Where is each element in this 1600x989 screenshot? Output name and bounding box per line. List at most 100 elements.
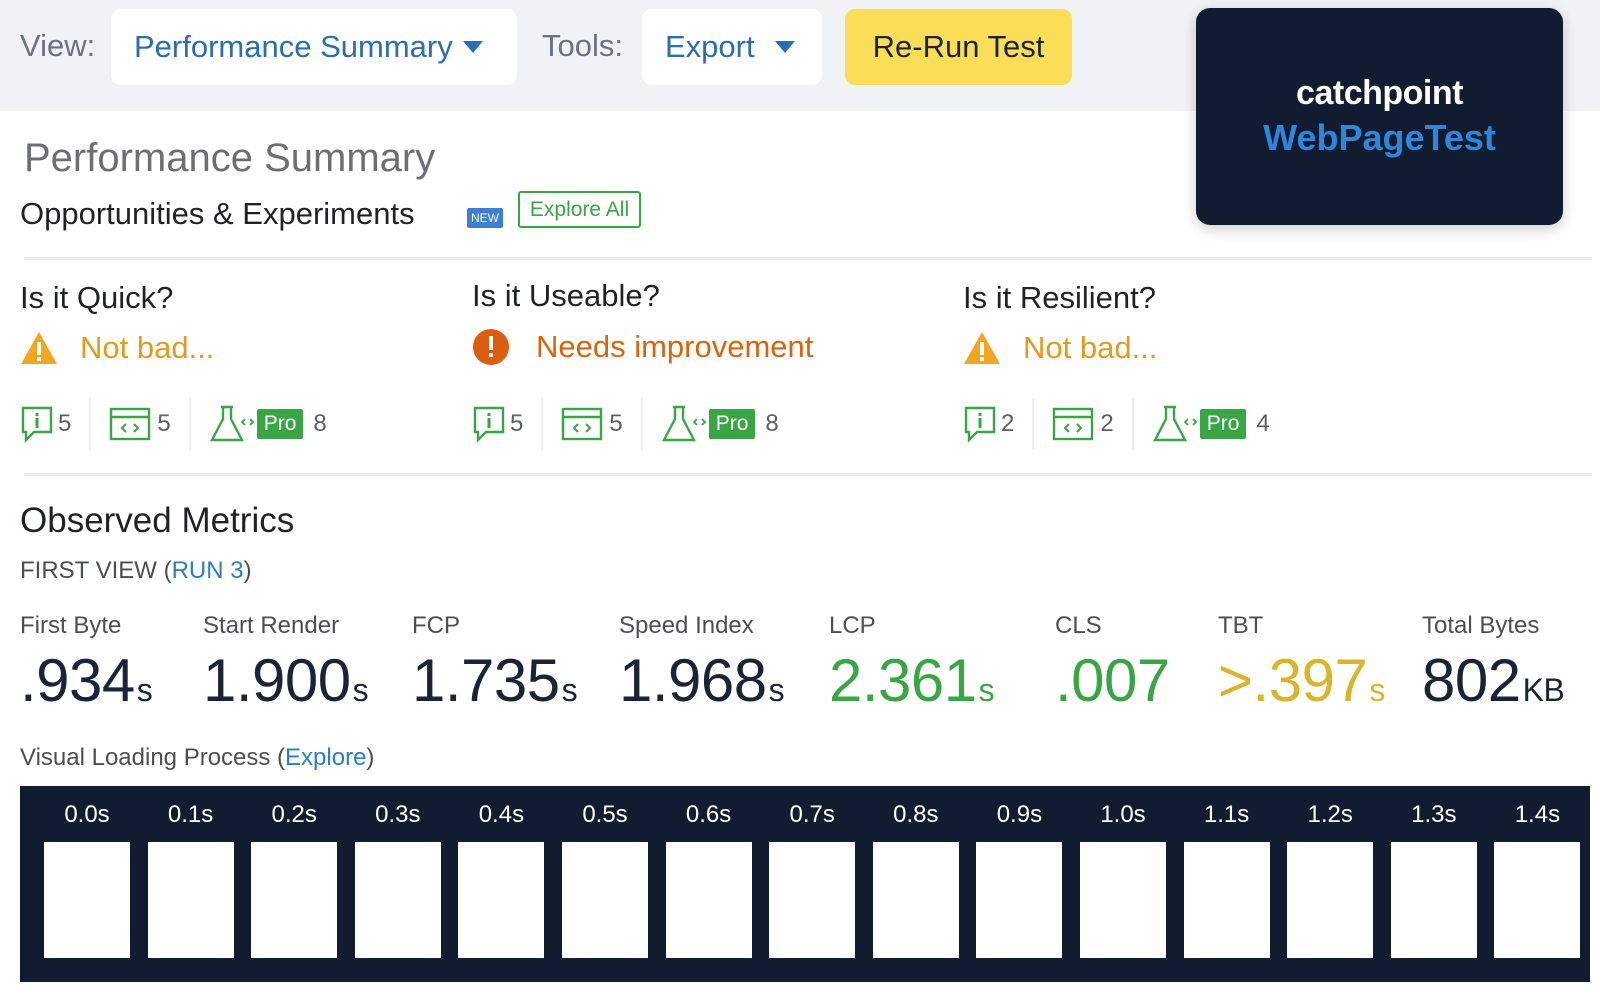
metric-label: TBT: [1218, 612, 1264, 639]
experiments-count[interactable]: Pro 4: [1152, 405, 1270, 443]
section-question: Is it Quick?: [20, 280, 174, 315]
frame-thumbnail: [872, 842, 959, 958]
browser-count[interactable]: 2: [1052, 407, 1114, 441]
metric-label: CLS: [1055, 612, 1102, 639]
section-counts: 5 5 Pro 8: [20, 398, 327, 450]
frame-time: 0.8s: [893, 801, 939, 828]
metric-lcp[interactable]: LCP 2.361s: [829, 612, 995, 715]
frame-time: 0.4s: [478, 801, 525, 828]
section-status-text: Not bad...: [80, 330, 215, 365]
frame-thumbnail: [562, 842, 648, 958]
browser-code-icon: [110, 407, 151, 441]
metric-label: Total Bytes: [1422, 612, 1540, 639]
export-dropdown[interactable]: Export: [642, 9, 822, 85]
divider: [24, 473, 1592, 476]
section-status[interactable]: Needs improvement: [472, 328, 813, 366]
divider: [188, 398, 191, 450]
frame-thumbnail: [1390, 842, 1477, 958]
metric-label: FCP: [412, 612, 460, 639]
metric-label: Speed Index: [619, 612, 754, 639]
metric-label: LCP: [829, 612, 876, 639]
explore-all-button[interactable]: Explore All: [518, 191, 641, 228]
first-view-label: FIRST VIEW (RUN 3): [20, 557, 252, 584]
metric-label: First Byte: [20, 612, 122, 639]
brand-line-webpagetest: WebPageTest: [1263, 117, 1496, 158]
section-quick: Is it Quick? Not bad... 5 5: [20, 280, 327, 450]
export-dropdown-value: Export: [665, 29, 755, 64]
speech-bubble-icon: [21, 406, 53, 443]
flask-icon: [1152, 405, 1197, 442]
frame-time: 0.5s: [582, 801, 628, 828]
metric-value: .007: [1055, 647, 1170, 714]
frame-time: 1.1s: [1203, 801, 1250, 828]
frame-thumbnail: [354, 842, 441, 958]
section-counts: 2 2 Pro 4: [963, 398, 1270, 450]
new-badge: NEW: [467, 208, 503, 228]
divider: [541, 398, 544, 450]
metric-total-bytes[interactable]: Total Bytes 802KB: [1422, 612, 1565, 715]
browser-code-icon: [1053, 407, 1094, 441]
frame-thumbnail: [665, 842, 752, 958]
metric-label: Start Render: [203, 612, 340, 639]
browser-count[interactable]: 5: [109, 407, 171, 441]
section-status[interactable]: Not bad...: [20, 330, 214, 366]
divider: [1131, 398, 1134, 450]
frame-thumbnail: [44, 842, 130, 958]
tips-count[interactable]: 5: [472, 405, 523, 443]
frame-time: 1.2s: [1307, 801, 1353, 828]
metric-tbt[interactable]: TBT >.397s: [1218, 612, 1385, 715]
filmstrip: 0.0s 0.1s 0.2s 0.3s 0.4s 0.5s 0.6s 0.7s 0.8s 0.9s…: [20, 786, 1590, 982]
metric-value: 1.968s: [619, 647, 785, 714]
divider: [640, 398, 643, 450]
flask-icon: [661, 405, 706, 442]
section-status[interactable]: Not bad...: [963, 330, 1157, 366]
section-question: Is it Resilient?: [963, 280, 1156, 315]
speech-bubble-icon: [473, 406, 505, 443]
view-label: View:: [20, 28, 96, 63]
metric-cls[interactable]: CLS .007: [1055, 612, 1172, 715]
frame-thumbnail: [1287, 842, 1374, 958]
rerun-test-button[interactable]: Re-Run Test: [845, 9, 1072, 85]
section-status-text: Not bad...: [1023, 330, 1158, 365]
frame-time: 1.4s: [1514, 801, 1561, 828]
metric-fcp[interactable]: FCP 1.735s: [412, 612, 578, 715]
brand-line-catchpoint: catchpoint: [1296, 74, 1463, 112]
metric-value: 802KB: [1422, 647, 1565, 714]
experiments-count[interactable]: Pro 8: [209, 405, 327, 443]
brand-logo[interactable]: catchpoint WebPageTest: [1196, 8, 1563, 225]
browser-code-icon: [562, 407, 603, 441]
section-status-text: Needs improvement: [536, 329, 814, 364]
opportunities-title: Opportunities & Experiments: [20, 196, 415, 231]
frame-time: 0.2s: [271, 801, 317, 828]
metric-value: >.397s: [1218, 647, 1385, 714]
pro-badge: Pro: [1199, 409, 1247, 439]
frame-thumbnail: [1080, 842, 1166, 958]
pro-badge: Pro: [708, 409, 756, 439]
frame-time: 0.6s: [685, 801, 732, 828]
alert-circle-icon: [473, 329, 509, 365]
frame-time: 1.0s: [1100, 801, 1146, 828]
metric-speed-index[interactable]: Speed Index 1.968s: [619, 612, 785, 715]
pro-badge: Pro: [256, 409, 304, 439]
frame-time: 0.3s: [375, 801, 421, 828]
run-link[interactable]: RUN 3: [171, 557, 244, 584]
metric-start-render[interactable]: Start Render 1.900s: [203, 612, 369, 715]
visual-loading-label: Visual Loading Process (Explore): [20, 744, 375, 771]
warning-icon: [21, 332, 57, 364]
experiments-count[interactable]: Pro 8: [661, 405, 779, 443]
section-question: Is it Useable?: [472, 278, 660, 313]
observed-metrics-title: Observed Metrics: [20, 501, 295, 540]
metric-first-byte[interactable]: First Byte .934s: [20, 612, 153, 715]
frame-thumbnail: [769, 842, 856, 958]
view-dropdown[interactable]: Performance Summary: [111, 9, 517, 85]
tips-count[interactable]: 2: [963, 405, 1014, 443]
frame-time: 1.3s: [1411, 801, 1457, 828]
section-resilient: Is it Resilient? Not bad... 2 2: [963, 280, 1270, 450]
page-title: Performance Summary: [24, 136, 436, 180]
metric-value: 1.900s: [203, 647, 369, 714]
tips-count[interactable]: 5: [20, 405, 71, 443]
browser-count[interactable]: 5: [561, 407, 623, 441]
tools-label: Tools:: [542, 28, 623, 63]
explore-link[interactable]: Explore: [285, 744, 367, 771]
frame-time: 0.9s: [996, 801, 1043, 828]
